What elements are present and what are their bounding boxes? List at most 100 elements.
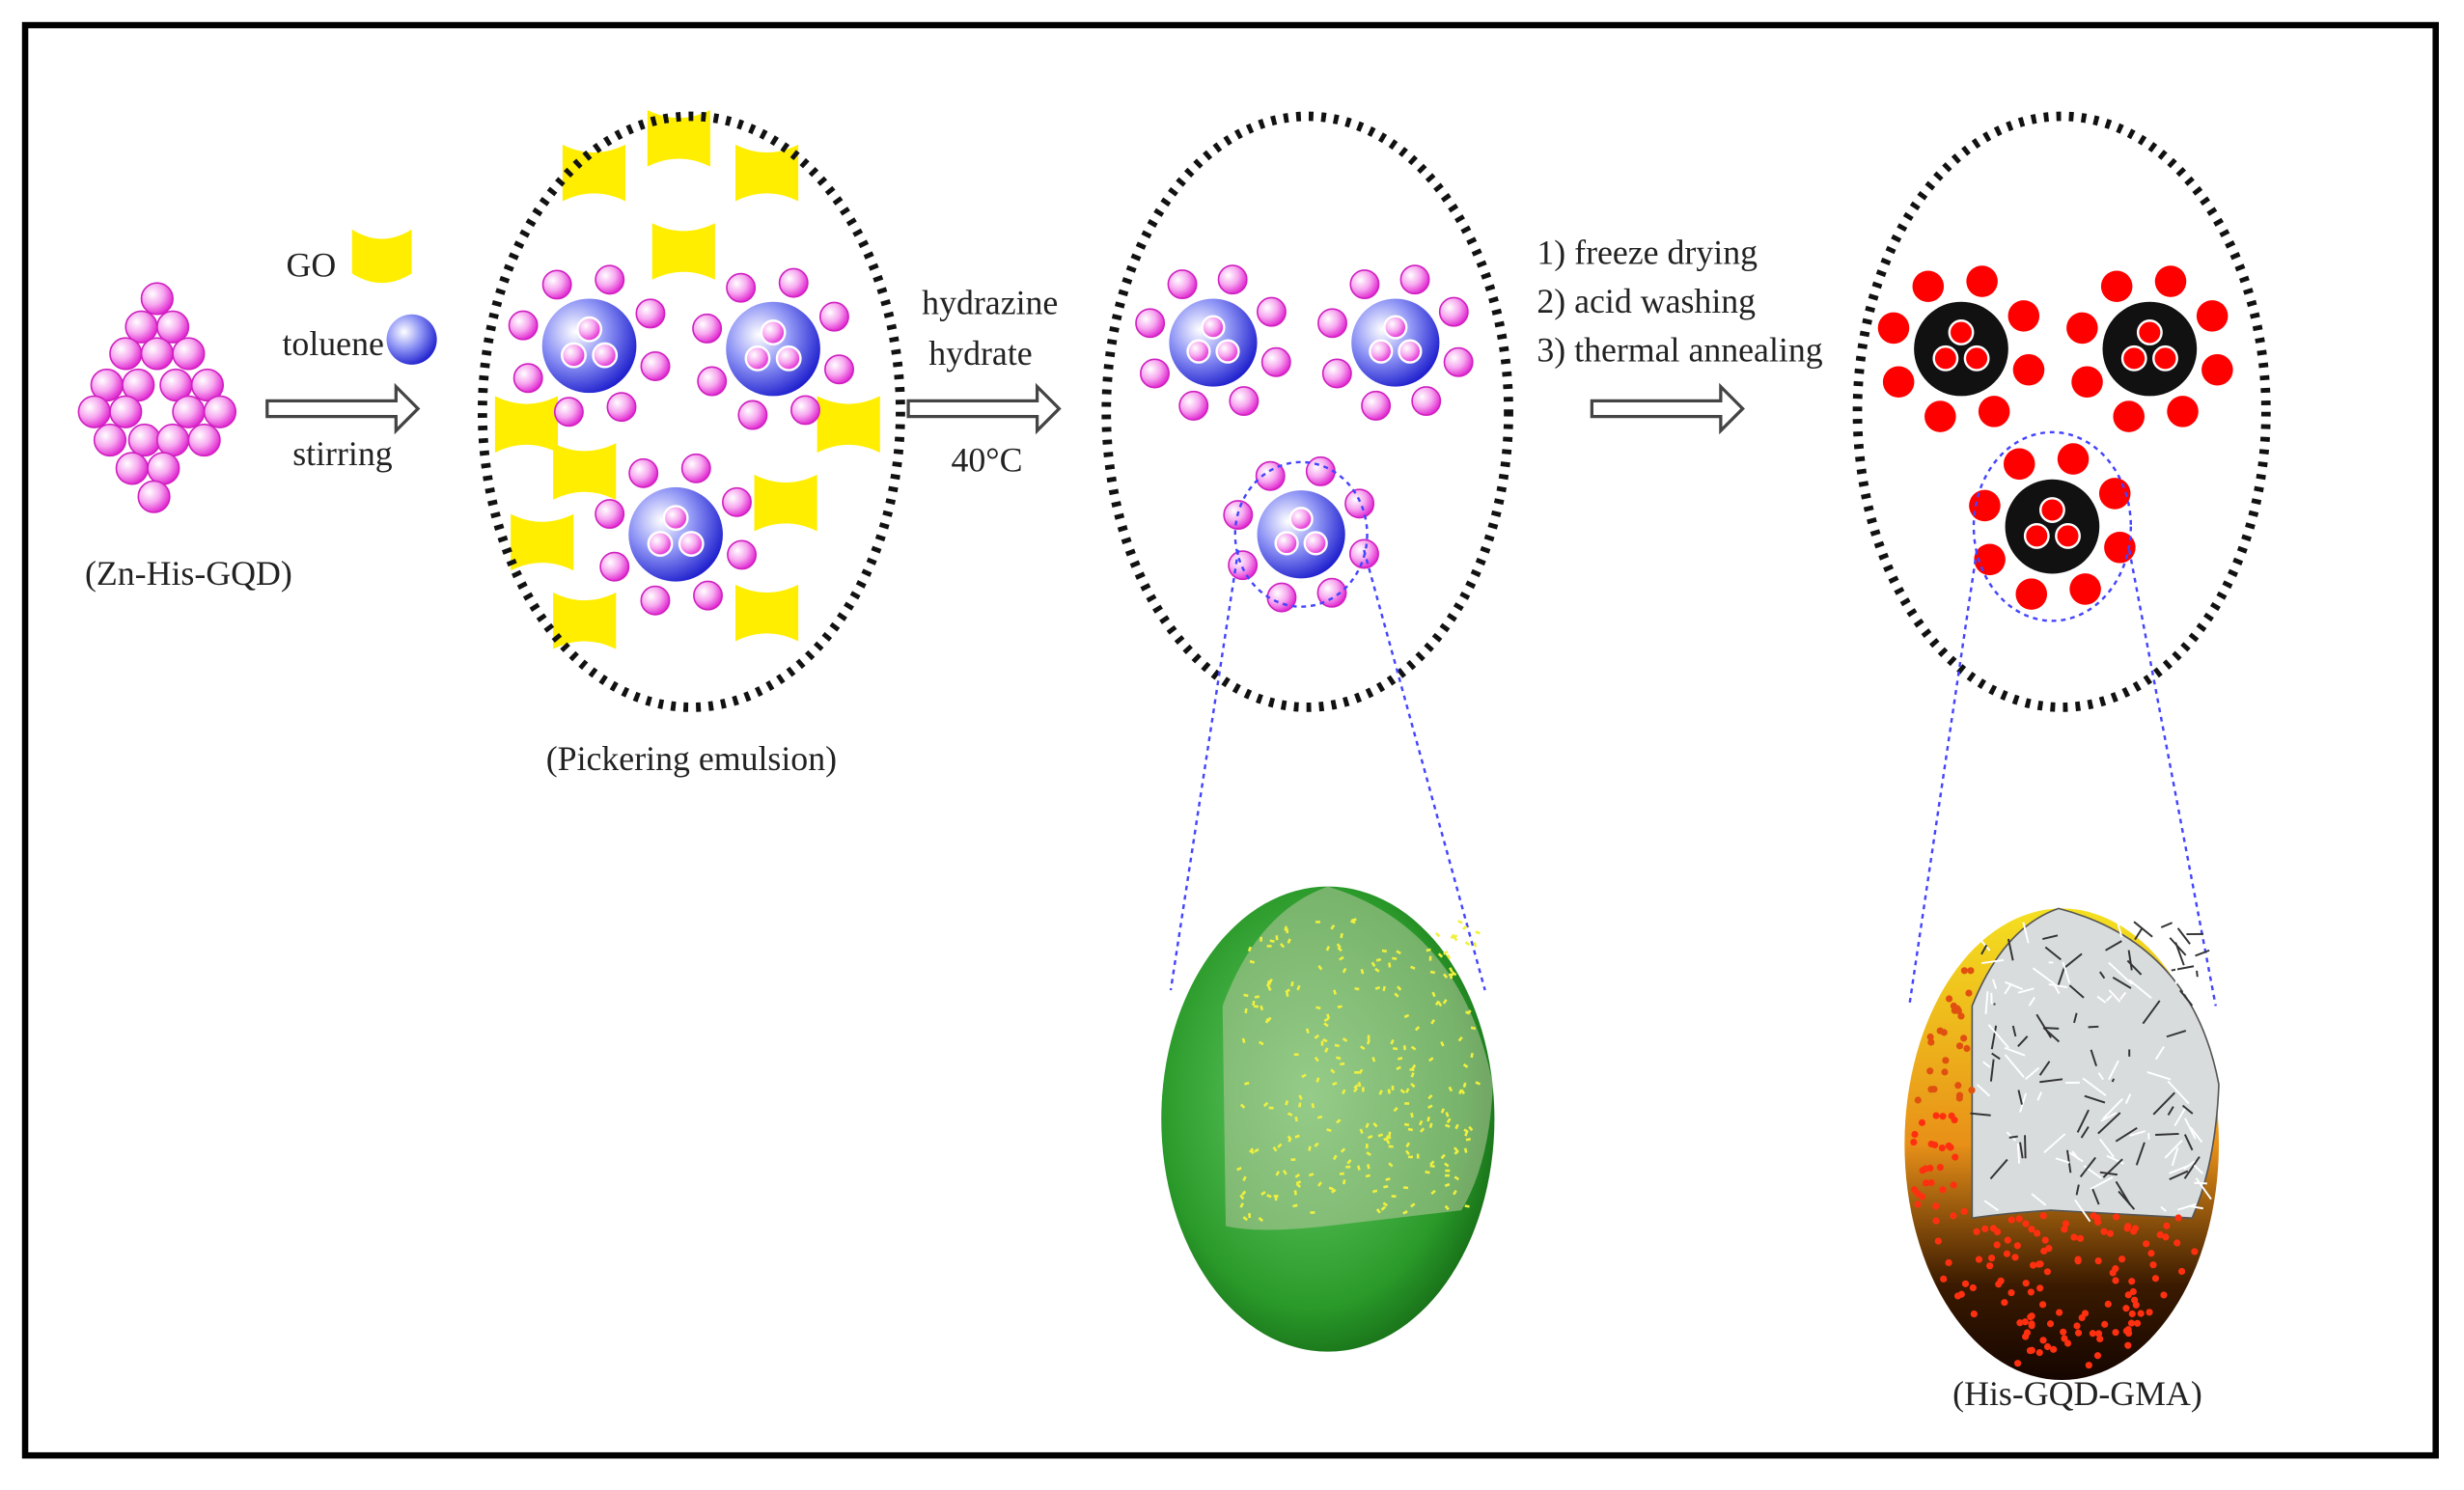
dot bbox=[2191, 1248, 2199, 1255]
particle bbox=[2012, 353, 2045, 386]
label: GO bbox=[287, 246, 337, 285]
fiber bbox=[2096, 995, 2107, 1004]
zoom-circle bbox=[1972, 430, 2133, 622]
fiber bbox=[2169, 1164, 2190, 1174]
droplet bbox=[541, 298, 637, 394]
fiber bbox=[2019, 1142, 2024, 1159]
dot bbox=[1320, 1040, 1324, 1046]
fiber bbox=[2102, 1097, 2123, 1120]
dot bbox=[1430, 1018, 1436, 1025]
dot bbox=[1267, 985, 1272, 991]
dot bbox=[2123, 1225, 2131, 1232]
dot bbox=[1391, 1195, 1397, 1199]
dot bbox=[1287, 1112, 1293, 1117]
dot bbox=[1365, 1144, 1369, 1149]
dot bbox=[1410, 1072, 1415, 1078]
particle bbox=[722, 486, 752, 517]
fiber bbox=[2004, 1054, 2025, 1078]
dot bbox=[1365, 1173, 1371, 1178]
dot bbox=[1457, 1035, 1463, 1042]
dot bbox=[1314, 1056, 1319, 1062]
dot bbox=[2113, 1213, 2120, 1221]
fiber bbox=[2079, 1156, 2096, 1178]
dot bbox=[1370, 961, 1376, 968]
dot bbox=[2043, 1268, 2052, 1276]
particle bbox=[77, 395, 111, 428]
particle bbox=[2057, 443, 2090, 475]
dot bbox=[1252, 1000, 1256, 1007]
fiber bbox=[2097, 1112, 2121, 1135]
dot bbox=[1926, 1164, 1934, 1173]
hydrogel-cutaway bbox=[1222, 886, 1493, 1230]
fiber bbox=[2152, 1091, 2175, 1116]
particle bbox=[1369, 339, 1394, 364]
dot bbox=[1308, 1145, 1312, 1151]
fiber bbox=[2088, 1025, 2099, 1029]
particle bbox=[692, 313, 723, 344]
dot bbox=[1375, 957, 1382, 962]
dot bbox=[2013, 1242, 2021, 1250]
dot bbox=[2174, 1214, 2182, 1222]
dot bbox=[1382, 985, 1387, 992]
particle bbox=[1321, 358, 1352, 389]
dot bbox=[1292, 1203, 1298, 1208]
dot bbox=[2062, 1220, 2070, 1228]
label: stirring bbox=[292, 434, 393, 473]
dot bbox=[1404, 1088, 1410, 1093]
droplet bbox=[1914, 301, 2008, 397]
dot bbox=[1442, 999, 1448, 1005]
dot bbox=[1342, 1089, 1346, 1095]
dot bbox=[1969, 1283, 1977, 1292]
dot bbox=[1950, 1212, 1957, 1220]
dot bbox=[1332, 1081, 1338, 1087]
dot bbox=[1396, 1065, 1401, 1071]
dot bbox=[1445, 1173, 1450, 1177]
fiber bbox=[2017, 1090, 2023, 1105]
zoom-line bbox=[1169, 549, 1240, 991]
fiber bbox=[2112, 976, 2132, 989]
fiber bbox=[2028, 996, 2035, 1007]
dot bbox=[2026, 1346, 2035, 1355]
dot bbox=[1239, 1103, 1246, 1109]
dot bbox=[2016, 1319, 2024, 1327]
dot bbox=[1386, 1135, 1392, 1140]
dot bbox=[2173, 1239, 2181, 1247]
fiber bbox=[2155, 1132, 2179, 1136]
dot bbox=[1353, 1084, 1359, 1090]
fiber bbox=[2043, 1027, 2060, 1030]
dot bbox=[1380, 1205, 1387, 1211]
dot bbox=[2040, 1247, 2048, 1255]
dot bbox=[1414, 1026, 1421, 1032]
dot bbox=[2063, 1339, 2072, 1347]
dot bbox=[1366, 1039, 1370, 1045]
particle bbox=[1882, 366, 1915, 399]
dot bbox=[1429, 970, 1436, 975]
fiber bbox=[2102, 1158, 2123, 1178]
dot bbox=[1286, 991, 1289, 997]
step: 2) acid washing bbox=[1537, 282, 1756, 320]
particle bbox=[595, 499, 625, 530]
particle bbox=[726, 272, 757, 303]
dot bbox=[2022, 1333, 2030, 1340]
particle bbox=[1228, 550, 1259, 581]
dot bbox=[1375, 1208, 1381, 1214]
particle bbox=[824, 354, 854, 385]
particle bbox=[1305, 455, 1336, 486]
dot bbox=[1361, 1087, 1365, 1092]
particle bbox=[561, 342, 587, 369]
fiber bbox=[2099, 971, 2106, 980]
dot bbox=[1993, 1241, 2001, 1249]
dot bbox=[1374, 967, 1380, 973]
particle bbox=[2038, 497, 2065, 523]
dot bbox=[1960, 1035, 1968, 1042]
dot bbox=[2149, 1261, 2157, 1269]
dot bbox=[1450, 933, 1455, 940]
particle bbox=[1969, 489, 2001, 522]
dot bbox=[1298, 1102, 1302, 1108]
particle bbox=[156, 423, 190, 457]
dot bbox=[2094, 1256, 2102, 1265]
fiber bbox=[2082, 1077, 2107, 1096]
particle bbox=[1361, 390, 1392, 421]
dot bbox=[1975, 1255, 1983, 1263]
particle bbox=[109, 395, 143, 428]
